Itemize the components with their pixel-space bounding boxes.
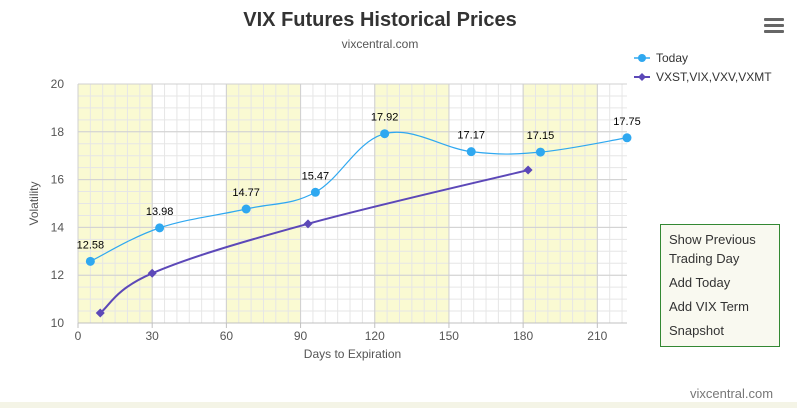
data-point[interactable] (523, 165, 533, 175)
add-vix-term-button[interactable]: Add VIX Term (669, 299, 749, 314)
x-tick-label: 120 (365, 329, 385, 343)
snapshot-button[interactable]: Snapshot (669, 323, 724, 338)
data-label: 15.47 (302, 170, 330, 182)
x-tick-label: 180 (513, 329, 533, 343)
data-point[interactable] (155, 223, 165, 233)
y-tick-label: 18 (51, 125, 65, 139)
hamburger-menu-icon[interactable] (764, 18, 784, 36)
legend-marker[interactable] (638, 73, 646, 81)
data-label: 17.92 (371, 112, 399, 124)
x-tick-label: 90 (294, 329, 308, 343)
menu-bar (764, 30, 784, 33)
data-label: 12.58 (77, 239, 105, 251)
legend-marker[interactable] (638, 54, 646, 62)
x-tick-label: 60 (220, 329, 234, 343)
data-label: 14.77 (232, 187, 260, 199)
series-line (99, 169, 529, 314)
legend-label[interactable]: VXST,VIX,VXV,VXMT (656, 70, 772, 84)
chart-subtitle: vixcentral.com (341, 37, 419, 51)
y-axis-title: Volatility (27, 181, 41, 225)
data-label: 13.98 (146, 206, 174, 218)
data-point[interactable] (466, 147, 476, 157)
add-today-button[interactable]: Add Today (669, 275, 731, 290)
legend-label[interactable]: Today (656, 51, 688, 65)
data-point[interactable] (310, 187, 320, 197)
x-tick-label: 210 (587, 329, 607, 343)
x-axis-title: Days to Expiration (304, 347, 401, 361)
data-label: 17.17 (457, 130, 485, 142)
data-label: 17.75 (613, 116, 641, 128)
menu-bar (764, 18, 784, 21)
x-tick-label: 30 (146, 329, 160, 343)
chart-title: VIX Futures Historical Prices (243, 9, 517, 31)
data-point[interactable] (303, 219, 313, 229)
y-tick-label: 10 (51, 316, 65, 330)
watermark-credit[interactable]: vixcentral.com (690, 386, 774, 401)
y-tick-label: 20 (51, 77, 65, 91)
data-point[interactable] (147, 268, 157, 278)
y-tick-label: 14 (51, 220, 65, 234)
x-tick-label: 150 (439, 329, 459, 343)
data-point[interactable] (622, 133, 632, 143)
y-tick-label: 16 (51, 173, 65, 187)
options-panel: Show Previous Trading Day Add Today Add … (660, 224, 780, 347)
menu-bar (764, 24, 784, 27)
data-point[interactable] (85, 256, 95, 266)
data-point[interactable] (95, 308, 105, 318)
data-label: 17.15 (527, 130, 555, 142)
x-tick-label: 0 (75, 329, 82, 343)
data-point[interactable] (241, 204, 251, 214)
data-point[interactable] (380, 129, 390, 139)
footer-strip (0, 402, 797, 408)
data-point[interactable] (535, 147, 545, 157)
show-previous-trading-day-button[interactable]: Show Previous Trading Day (669, 232, 756, 266)
y-tick-label: 12 (51, 268, 65, 282)
